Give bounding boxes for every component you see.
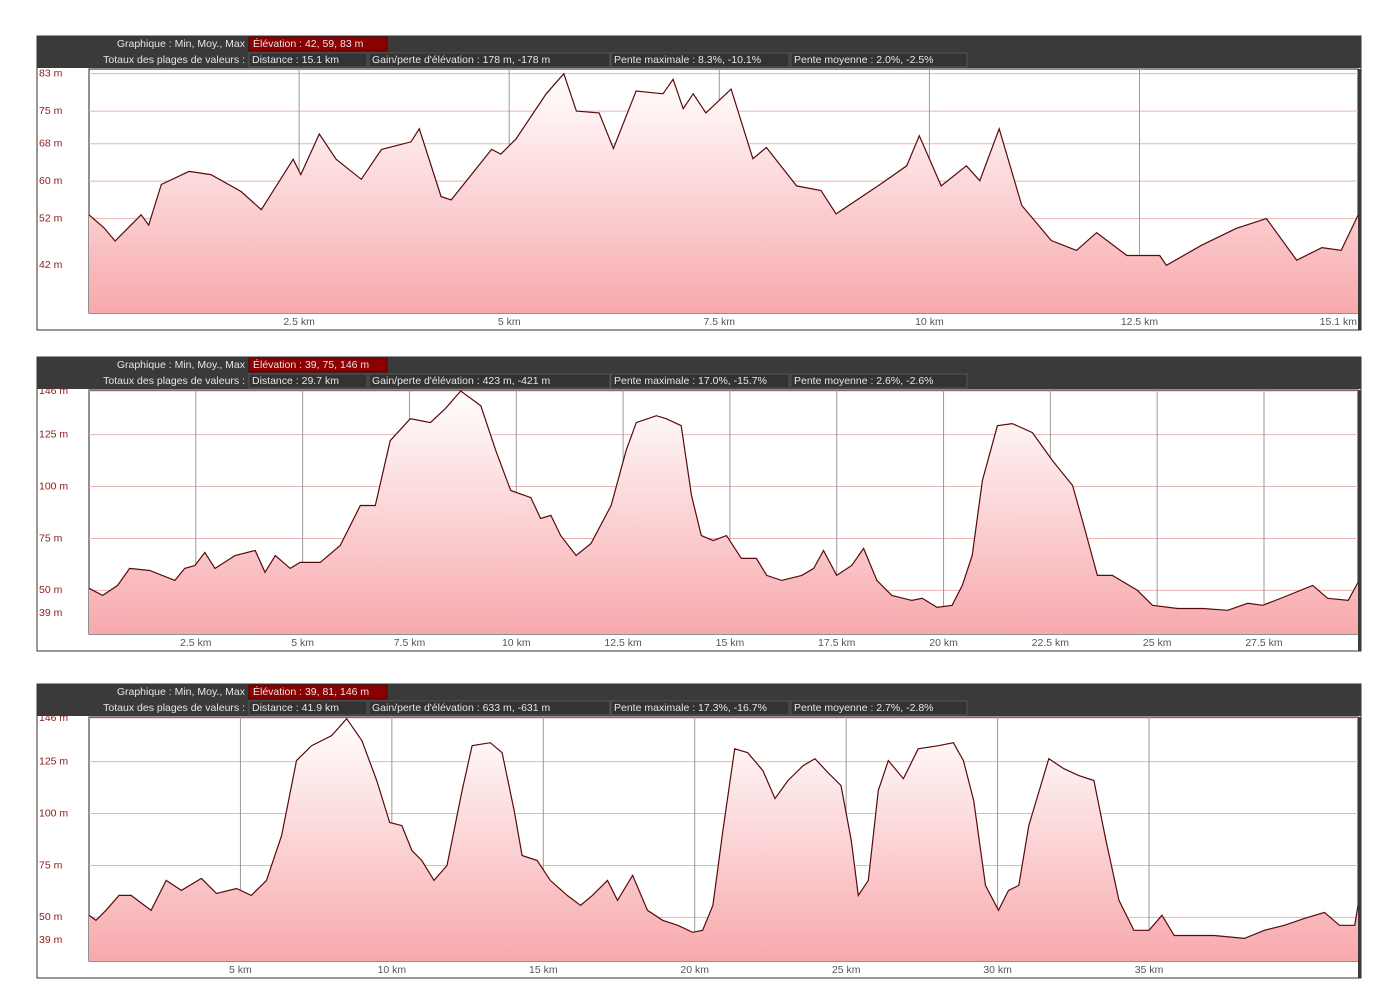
stat-box bbox=[248, 373, 368, 389]
x-tick-label: 5 km bbox=[229, 964, 252, 976]
x-tick-label: 7.5 km bbox=[704, 316, 736, 328]
x-tick-label: 25 km bbox=[832, 964, 861, 976]
elevation-summary: Élévation : 39, 75, 146 m bbox=[253, 358, 369, 371]
graph-label: Graphique : Min, Moy., Max bbox=[117, 686, 246, 698]
right-edge bbox=[1358, 69, 1361, 330]
stat-box bbox=[610, 52, 790, 68]
stat-max-slope: Pente maximale : 17.0%, -15.7% bbox=[614, 375, 767, 387]
elevation-summary: Élévation : 42, 59, 83 m bbox=[253, 37, 364, 50]
x-tick-label: 22.5 km bbox=[1032, 637, 1070, 649]
elevation-box bbox=[248, 684, 388, 700]
y-tick-label: 42 m bbox=[39, 259, 63, 271]
totals-label: Totaux des plages de valeurs : bbox=[103, 54, 245, 66]
stat-box bbox=[368, 700, 611, 716]
y-tick-label: 83 m bbox=[39, 67, 63, 79]
stat-box bbox=[790, 373, 968, 389]
stat-box bbox=[790, 700, 968, 716]
y-tick-label: 50 m bbox=[39, 584, 63, 596]
right-edge bbox=[1358, 717, 1361, 978]
stat-box bbox=[790, 52, 968, 68]
x-tick-label: 15.1 km bbox=[1320, 316, 1358, 328]
y-tick-label: 100 m bbox=[39, 480, 68, 492]
y-tick-label: 75 m bbox=[39, 859, 63, 871]
y-tick-label: 146 m bbox=[39, 385, 68, 397]
stat-distance: Distance : 15.1 km bbox=[252, 54, 339, 66]
y-tick-label: 125 m bbox=[39, 755, 68, 767]
x-tick-label: 35 km bbox=[1135, 964, 1164, 976]
stat-avg-slope: Pente moyenne : 2.0%, -2.5% bbox=[794, 54, 934, 66]
y-tick-label: 100 m bbox=[39, 807, 68, 819]
elevation-summary: Élévation : 39, 81, 146 m bbox=[253, 685, 369, 698]
totals-label: Totaux des plages de valeurs : bbox=[103, 702, 245, 714]
y-tick-label: 75 m bbox=[39, 105, 63, 117]
x-tick-label: 20 km bbox=[929, 637, 958, 649]
stat-box bbox=[368, 52, 611, 68]
x-tick-label: 10 km bbox=[915, 316, 944, 328]
elevation-area bbox=[89, 391, 1358, 634]
stat-box bbox=[248, 700, 368, 716]
x-tick-label: 5 km bbox=[498, 316, 521, 328]
stat-max-slope: Pente maximale : 17.3%, -16.7% bbox=[614, 702, 767, 714]
stat-box bbox=[610, 373, 790, 389]
stat-avg-slope: Pente moyenne : 2.6%, -2.6% bbox=[794, 375, 934, 387]
x-tick-label: 7.5 km bbox=[394, 637, 426, 649]
x-tick-label: 17.5 km bbox=[818, 637, 856, 649]
y-tick-label: 75 m bbox=[39, 532, 63, 544]
graph-label: Graphique : Min, Moy., Max bbox=[117, 38, 246, 50]
elevation-box bbox=[248, 36, 388, 52]
stat-box bbox=[248, 52, 368, 68]
x-tick-label: 2.5 km bbox=[283, 316, 315, 328]
x-tick-label: 25 km bbox=[1143, 637, 1172, 649]
x-tick-label: 27.5 km bbox=[1245, 637, 1283, 649]
stat-gain-loss: Gain/perte d'élévation : 178 m, -178 m bbox=[372, 54, 551, 66]
x-tick-label: 2.5 km bbox=[180, 637, 212, 649]
y-tick-label: 146 m bbox=[39, 712, 68, 724]
elevation-line bbox=[88, 717, 1359, 940]
stat-avg-slope: Pente moyenne : 2.7%, -2.8% bbox=[794, 702, 934, 714]
y-tick-label: 39 m bbox=[39, 934, 63, 946]
stat-box bbox=[610, 700, 790, 716]
elevation-line bbox=[88, 390, 1359, 611]
stat-max-slope: Pente maximale : 8.3%, -10.1% bbox=[614, 54, 761, 66]
totals-label: Totaux des plages de valeurs : bbox=[103, 375, 245, 387]
elevation-box bbox=[248, 357, 388, 373]
elevation-area bbox=[89, 718, 1358, 961]
y-tick-label: 52 m bbox=[39, 212, 63, 224]
right-edge bbox=[1358, 390, 1361, 651]
y-tick-label: 125 m bbox=[39, 428, 68, 440]
stat-distance: Distance : 29.7 km bbox=[252, 375, 339, 387]
x-tick-label: 20 km bbox=[680, 964, 709, 976]
elevation-line bbox=[88, 72, 1359, 267]
stat-gain-loss: Gain/perte d'élévation : 633 m, -631 m bbox=[372, 702, 551, 714]
x-tick-label: 15 km bbox=[529, 964, 558, 976]
stat-box bbox=[368, 373, 611, 389]
elevation-area bbox=[89, 73, 1358, 313]
y-tick-label: 60 m bbox=[39, 175, 63, 187]
y-tick-label: 39 m bbox=[39, 607, 63, 619]
x-tick-label: 12.5 km bbox=[1121, 316, 1159, 328]
x-tick-label: 5 km bbox=[291, 637, 314, 649]
x-tick-label: 10 km bbox=[378, 964, 407, 976]
x-tick-label: 10 km bbox=[502, 637, 531, 649]
graph-label: Graphique : Min, Moy., Max bbox=[117, 359, 246, 371]
y-tick-label: 50 m bbox=[39, 911, 63, 923]
stat-gain-loss: Gain/perte d'élévation : 423 m, -421 m bbox=[372, 375, 551, 387]
x-tick-label: 15 km bbox=[716, 637, 745, 649]
x-tick-label: 30 km bbox=[983, 964, 1012, 976]
x-tick-label: 12.5 km bbox=[604, 637, 642, 649]
stat-distance: Distance : 41.9 km bbox=[252, 702, 339, 714]
y-tick-label: 68 m bbox=[39, 138, 63, 150]
